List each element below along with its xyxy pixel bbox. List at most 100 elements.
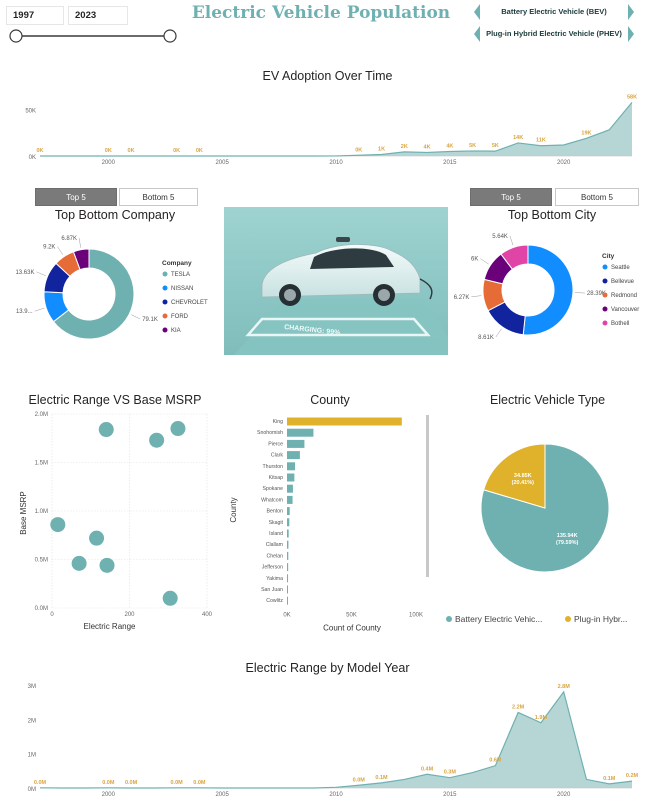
city-bottom5-button[interactable]: Bottom 5 (555, 188, 639, 206)
slice-label: 6K (471, 257, 478, 263)
data-label: 5K (469, 143, 476, 149)
bar (287, 507, 290, 516)
year-end-input[interactable]: 2023 (68, 6, 128, 25)
legend-marker (602, 306, 608, 312)
scatter-point (89, 530, 105, 546)
category-label: Snohomish (257, 430, 283, 436)
legend-marker (602, 292, 608, 298)
legend-label: Redmond (611, 293, 637, 299)
y-tick-label: 3M (28, 684, 36, 690)
slice-percent-label: (20.41%) (512, 480, 534, 486)
data-label: 0.1M (603, 776, 616, 782)
legend-marker (162, 271, 168, 277)
legend-marker (602, 320, 608, 326)
slice-percent-label: (79.59%) (556, 540, 578, 546)
category-label: King (273, 419, 283, 425)
legend-marker (602, 264, 608, 270)
legend-title: Company (162, 260, 192, 267)
category-label: Yakima (266, 576, 283, 582)
legend-label: Bellevue (611, 279, 635, 285)
pie-slice (500, 244, 529, 270)
data-label: 0.6M (489, 758, 502, 764)
x-tick-label: 2015 (443, 160, 457, 166)
slider-start-handle[interactable] (9, 29, 23, 43)
legend-marker (162, 327, 168, 333)
data-label: 0K (355, 147, 362, 153)
slice-leader-line (34, 307, 45, 312)
y-tick-label: 1M (28, 753, 36, 759)
bar (287, 563, 289, 572)
slice-leader-line (36, 271, 46, 276)
x-tick-label: 2000 (102, 792, 116, 798)
bar (287, 518, 290, 527)
y-tick-label: 0.0M (35, 606, 48, 612)
data-label: 4K (424, 144, 431, 150)
bar (287, 462, 295, 471)
slice-label: 13.63K (15, 270, 34, 276)
y-axis-title: Base MSRP (19, 491, 28, 535)
area-fill (40, 691, 632, 788)
x-tick-label: 2010 (329, 792, 343, 798)
x-tick-label: 400 (202, 612, 213, 618)
data-label: 0.0M (193, 780, 206, 786)
year-start-input[interactable]: 1997 (6, 6, 64, 25)
phev-filter-button[interactable]: Plug-in Hybrid Electric Vehicle (PHEV) (474, 26, 634, 42)
x-tick-label: 100K (409, 612, 423, 618)
category-label: Pierce (268, 441, 283, 447)
slider-end-handle[interactable] (163, 29, 177, 43)
data-label: 0K (36, 148, 43, 154)
pie-slice (72, 248, 90, 271)
ev-charging-image: CHARGING: 99% (224, 207, 448, 355)
slice-label: 13.9... (16, 309, 33, 315)
legend-label: CHEVROLET (171, 300, 208, 306)
data-label: 4K (446, 144, 453, 150)
company-bottom5-button[interactable]: Bottom 5 (119, 188, 198, 206)
data-label: 0.0M (170, 780, 183, 786)
y-tick-label: 1.0M (35, 509, 48, 515)
adoption-chart-title: EV Adoption Over Time (262, 69, 393, 83)
category-label: Benton (267, 509, 284, 515)
legend-title: City (602, 253, 615, 260)
bar (287, 596, 288, 605)
area-line (39, 690, 633, 789)
data-label: 1.9M (535, 715, 548, 721)
legend-label: NISSAN (171, 286, 193, 292)
y-axis-title: County (229, 497, 238, 522)
legend-marker (602, 278, 608, 284)
scatter-point (170, 421, 186, 437)
y-tick-label: 50K (25, 108, 36, 114)
y-tick-label: 0M (28, 787, 36, 793)
ev-type-chart-title: Electric Vehicle Type (489, 393, 606, 407)
county-bar-chart: King Snohomish Pierce Clark Thurston Kitsap Sp… (229, 415, 429, 632)
company-top5-button[interactable]: Top 5 (35, 188, 117, 206)
y-tick-label: 0.5M (35, 558, 48, 564)
city-top5-button[interactable]: Top 5 (470, 188, 552, 206)
slice-label: 5.64K (492, 234, 508, 240)
data-label: 19K (581, 130, 591, 136)
slice-leader-line (471, 295, 482, 298)
x-tick-label: 2005 (215, 160, 229, 166)
scatter-chart-title: Electric Range VS Base MSRP (28, 393, 202, 407)
bev-filter-label: Battery Electric Vehicle (BEV) (501, 7, 607, 16)
slice-label: 6.27K (454, 295, 470, 301)
slice-value-label: 34.85K (514, 473, 532, 479)
legend-marker (162, 313, 168, 319)
legend-label: Battery Electric Vehic... (455, 614, 542, 624)
legend-label: Plug-in Hybr... (574, 614, 627, 624)
scatter-point (99, 557, 115, 573)
x-axis-title: Electric Range (83, 622, 136, 631)
x-tick-label: 200 (124, 612, 135, 618)
data-label: 0.1M (375, 775, 388, 781)
category-label: Whatcom (261, 497, 283, 503)
data-label: 0.2M (626, 773, 639, 779)
legend-label: Seattle (611, 265, 630, 271)
data-label: 1K (378, 147, 385, 153)
scrollbar (426, 415, 429, 577)
year-range-slider[interactable] (8, 28, 180, 44)
pie-slice (52, 248, 135, 340)
legend-marker (162, 299, 168, 305)
x-tick-label: 0 (50, 612, 54, 618)
category-label: Kitsap (269, 475, 284, 481)
category-label: San Juan (261, 587, 283, 593)
bev-filter-button[interactable]: Battery Electric Vehicle (BEV) (474, 4, 634, 20)
